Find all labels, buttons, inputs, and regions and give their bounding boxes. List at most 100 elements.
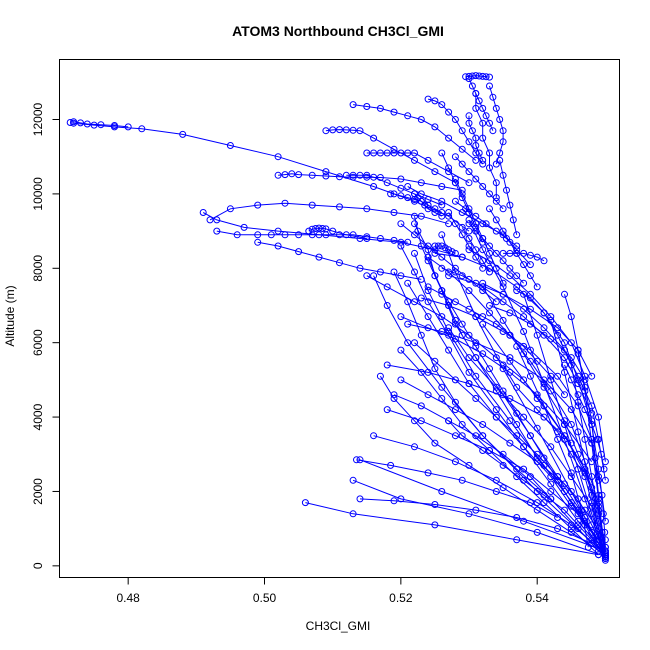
data-point — [390, 108, 398, 116]
data-point — [486, 82, 493, 90]
data-point — [499, 205, 507, 213]
series-line — [353, 104, 477, 161]
data-point — [233, 231, 241, 239]
data-point — [445, 331, 453, 339]
data-point — [445, 246, 453, 254]
data-point — [513, 242, 521, 250]
data-point — [547, 376, 555, 384]
series-line — [373, 435, 599, 548]
data-point — [312, 225, 320, 232]
data-point — [267, 231, 275, 239]
data-point — [506, 201, 514, 209]
data-point — [479, 447, 487, 454]
data-point — [424, 242, 432, 250]
data-point — [595, 473, 602, 481]
data-point — [540, 376, 548, 384]
data-point — [540, 257, 548, 265]
data-point — [411, 220, 418, 228]
data-point — [465, 242, 473, 250]
data-point — [336, 126, 343, 134]
series-line — [400, 245, 606, 556]
data-point — [438, 101, 446, 109]
data-point — [462, 73, 470, 81]
data-point — [404, 339, 412, 347]
data-point — [489, 93, 497, 101]
data-point — [581, 473, 589, 481]
data-point — [376, 235, 384, 242]
data-point — [387, 461, 395, 469]
data-point — [513, 473, 521, 481]
data-point — [499, 387, 507, 395]
data-point — [492, 104, 500, 112]
data-point — [479, 283, 487, 291]
data-point — [414, 227, 422, 235]
series-line — [209, 202, 449, 225]
data-point — [533, 506, 541, 514]
data-point — [540, 499, 548, 507]
data-point — [554, 331, 562, 339]
data-point — [588, 536, 596, 544]
data-point — [451, 153, 459, 161]
data-point — [598, 528, 606, 536]
data-point — [431, 249, 439, 257]
data-point — [567, 313, 575, 321]
data-point — [342, 231, 350, 239]
data-point — [390, 236, 398, 244]
data-point — [417, 402, 425, 410]
data-point — [574, 380, 582, 388]
data-point — [424, 205, 432, 213]
data-point — [451, 335, 459, 343]
data-point — [492, 406, 500, 414]
data-point — [465, 354, 473, 362]
data-point — [465, 209, 473, 216]
data-point — [315, 224, 323, 232]
data-point — [451, 376, 459, 384]
data-point — [458, 209, 466, 216]
data-point — [520, 465, 528, 473]
data-point — [492, 387, 500, 395]
data-point — [540, 324, 548, 332]
data-point — [451, 116, 459, 123]
data-point — [465, 305, 473, 313]
data-point — [66, 119, 74, 126]
series-line — [352, 479, 606, 557]
y-tick-label: 12000 — [31, 102, 45, 136]
data-point — [472, 432, 480, 440]
data-point — [561, 432, 568, 440]
data-point — [445, 108, 453, 116]
series-line — [216, 230, 408, 243]
data-point — [424, 313, 432, 321]
data-point — [492, 227, 500, 235]
data-point — [496, 149, 504, 157]
data-point — [567, 502, 575, 510]
data-point — [472, 156, 480, 164]
data-point — [479, 238, 487, 246]
data-point — [336, 203, 343, 211]
data-point — [445, 164, 453, 172]
y-tick-label: 6000 — [31, 329, 45, 356]
data-point — [492, 249, 500, 257]
data-point — [370, 432, 378, 440]
data-point — [595, 413, 602, 421]
series-line — [468, 78, 494, 131]
data-point — [581, 465, 589, 473]
data-point — [554, 428, 562, 436]
data-point — [390, 149, 398, 157]
data-point — [520, 376, 528, 384]
data-point — [520, 476, 528, 484]
data-point — [567, 421, 575, 428]
data-point — [506, 357, 514, 365]
data-point — [499, 231, 507, 239]
x-tick-label: 0.50 — [253, 591, 277, 605]
series-line — [482, 286, 606, 553]
data-point — [472, 134, 480, 142]
data-point — [472, 72, 480, 80]
data-point — [561, 290, 568, 298]
data-point — [431, 209, 439, 216]
data-point — [431, 365, 439, 373]
data-point — [274, 153, 282, 161]
data-point — [547, 488, 555, 495]
data-point — [445, 298, 453, 306]
data-point — [581, 387, 589, 395]
data-point — [274, 242, 282, 250]
